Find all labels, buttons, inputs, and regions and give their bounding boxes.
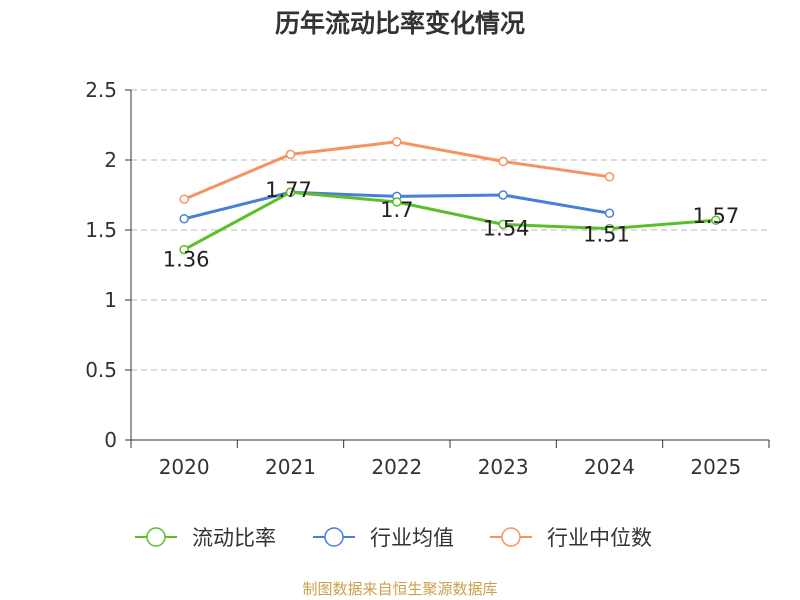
y-tick-label: 1.5: [85, 218, 117, 242]
x-tick-label: 2020: [159, 455, 210, 479]
x-tick-label: 2021: [265, 455, 316, 479]
data-label: 1.77: [265, 178, 312, 202]
data-point: [604, 208, 615, 218]
y-tick-label: 1: [104, 288, 117, 312]
data-label: 1.36: [163, 248, 210, 272]
y-tick-label: 0.5: [85, 358, 117, 382]
data-point: [179, 214, 189, 224]
x-tick-label: 2024: [584, 455, 635, 479]
data-label: 1.54: [483, 216, 530, 240]
legend: 流动比率 行业均值 行业中位数: [135, 526, 652, 550]
data-points: [179, 137, 721, 255]
data-point: [604, 223, 615, 234]
series-line-2: [183, 140, 610, 201]
series-lines: [183, 140, 716, 251]
legend-label-0: 流动比率: [192, 526, 276, 550]
y-tick-label: 0: [104, 428, 117, 452]
data-point: [392, 137, 402, 147]
axes: [125, 89, 770, 448]
chart-title: 历年流动比率变化情况: [274, 9, 525, 38]
tick-labels: 0 0.5 1 1.5 2 2.5 2020 2021 2022 2023 2024 2025: [85, 78, 741, 479]
data-point: [604, 172, 615, 182]
x-tick-label: 2025: [690, 455, 741, 479]
x-tick-label: 2023: [478, 455, 529, 479]
data-point: [498, 219, 508, 230]
y-tick-label: 2.5: [85, 78, 117, 102]
series-line-0: [183, 190, 716, 251]
data-point: [179, 194, 189, 204]
grid-lines: [131, 89, 769, 371]
legend-marker-0: [146, 527, 166, 547]
data-point: [392, 197, 402, 207]
legend-label-2: 行业中位数: [547, 526, 652, 550]
x-tick-label: 2022: [371, 455, 422, 479]
data-source-note: 制图数据来自恒生聚源数据库: [302, 580, 498, 598]
data-point: [498, 190, 508, 200]
legend-label-1: 行业均值: [370, 526, 454, 550]
data-point: [179, 244, 189, 255]
data-point: [498, 156, 508, 167]
legend-marker-1: [324, 527, 344, 547]
y-tick-label: 2: [104, 148, 117, 172]
data-point: [711, 215, 721, 225]
data-point: [285, 187, 296, 197]
data-label: 1.7: [380, 198, 413, 222]
data-labels: 1.36 1.77 1.7 1.54 1.51 1.57: [163, 178, 739, 271]
legend-marker-2: [501, 527, 521, 547]
data-label: 1.51: [583, 223, 630, 247]
data-label: 1.57: [692, 204, 739, 228]
data-point: [285, 149, 296, 160]
